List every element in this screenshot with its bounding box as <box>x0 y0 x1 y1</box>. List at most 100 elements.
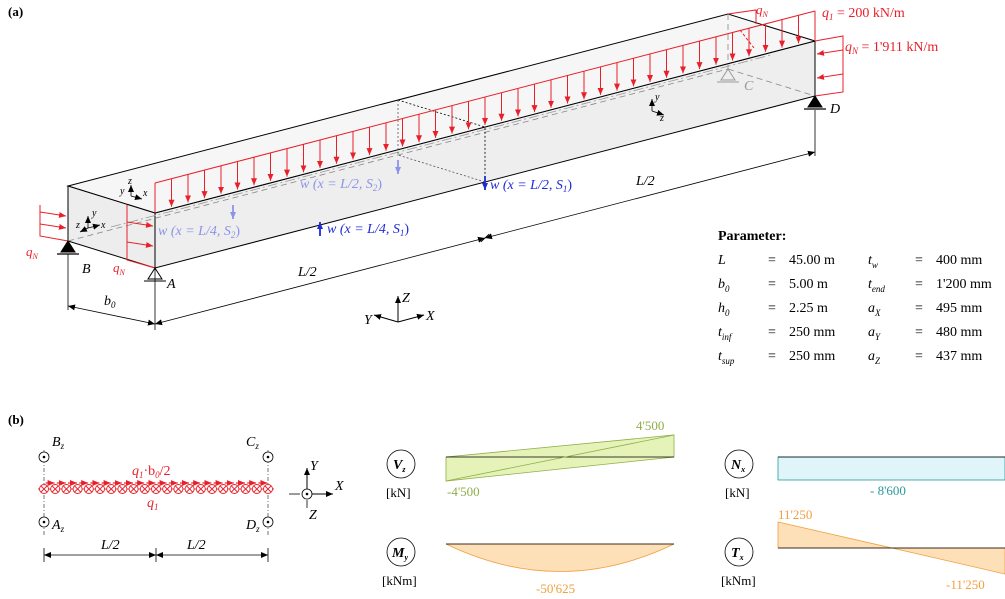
local-y-label-2: y <box>91 208 97 219</box>
param-equals: = <box>915 325 923 340</box>
param-symbol: tinf <box>718 325 733 342</box>
local-z-label-2: z <box>75 220 80 231</box>
Vz-max: 4'500 <box>636 418 664 433</box>
param-equals: = <box>768 301 776 316</box>
param-symbol: tsup <box>718 349 735 366</box>
Nx-symbol-circle <box>724 449 754 479</box>
beam-y-label: Y <box>310 459 320 474</box>
dimension-lines <box>67 110 816 330</box>
Tx-max: 11'250 <box>778 507 812 522</box>
span-label-2: L/2 <box>186 538 206 553</box>
beam-torsion-load <box>39 480 273 494</box>
qN-load-left <box>39 205 156 269</box>
panel-a-label: (a) <box>8 4 23 19</box>
param-value: 250 mm <box>789 349 835 364</box>
param-equals: = <box>768 325 776 340</box>
diagram-My: My [kNm] -50'625 <box>382 537 675 596</box>
parameter-title: Parameter: <box>718 229 786 244</box>
diagram-Tx: Tx [kNm] 11'250 -11'250 <box>721 507 1005 592</box>
w-mid-s2-label: w (x = L/2, S2) <box>300 177 382 193</box>
qN-label-top: qN <box>756 2 769 19</box>
load-bottom-label: q1 <box>147 496 159 512</box>
param-symbol: aY <box>868 325 881 342</box>
global-z-label: Z <box>402 291 410 306</box>
param-value: 495 mm <box>936 301 982 316</box>
Bz-label: Bz <box>52 435 65 451</box>
panel-b-label: (b) <box>8 412 24 427</box>
Tx-min: -11'250 <box>946 577 985 592</box>
param-symbol: b0 <box>718 277 730 294</box>
param-equals: = <box>915 277 923 292</box>
Nx-unit: [kN] <box>725 485 750 500</box>
param-symbol: tend <box>868 277 885 294</box>
parameter-table: L = 45.00 m b0 = 5.00 m h0 = 2.25 m tinf = 250 mm ts… <box>717 253 992 366</box>
qN-label-B: qN <box>26 244 39 261</box>
Tx-unit: [kNm] <box>721 573 756 588</box>
qN-load-right <box>727 9 844 97</box>
param-value: 45.00 m <box>789 253 835 268</box>
param-symbol: tw <box>868 253 878 270</box>
span-label-1: L/2 <box>100 538 120 553</box>
beam-model <box>38 450 274 537</box>
global-axes <box>373 296 425 323</box>
param-equals: = <box>915 349 923 364</box>
Az-label: Az <box>51 518 65 534</box>
Tx-symbol: Tx <box>731 546 744 562</box>
param-value: 2.25 m <box>789 301 828 316</box>
My-symbol: My <box>391 546 408 562</box>
param-symbol: h0 <box>718 301 730 318</box>
Nx-value: - 8'600 <box>870 483 906 498</box>
Vz-min: -4'500 <box>447 484 480 499</box>
Tx-area-positive <box>777 521 893 549</box>
global-x-label: X <box>425 309 435 324</box>
Tx-area-negative <box>891 547 1005 575</box>
My-min: -50'625 <box>536 581 575 596</box>
qN-label-right: qN = 1'911 kN/m <box>845 40 938 56</box>
param-equals: = <box>768 349 776 364</box>
local-z-label-1: z <box>127 176 132 187</box>
My-symbol-circle <box>386 537 416 567</box>
local-y-label-1: y <box>119 186 125 197</box>
local-x-label-2: x <box>100 220 106 231</box>
local-z-label-3: z <box>659 113 664 124</box>
local-x-label-1: x <box>142 188 148 199</box>
param-symbol: aX <box>868 301 881 318</box>
local-y-label-3: y <box>654 92 660 103</box>
param-value: 1'200 mm <box>936 277 992 292</box>
width-label: b0 <box>104 294 116 310</box>
param-value: 437 mm <box>936 349 982 364</box>
w-mid-s1-label: w (x = L/2, S1) <box>490 178 572 194</box>
panel-b-axes <box>289 468 333 508</box>
qN-label-A: qN <box>113 260 126 277</box>
My-area <box>445 543 675 572</box>
half-span-label-1: L/2 <box>297 265 317 280</box>
param-equals: = <box>768 277 776 292</box>
Vz-unit: [kN] <box>386 485 411 500</box>
param-equals: = <box>915 253 923 268</box>
beam-x-label: X <box>334 479 344 494</box>
support-A-label: A <box>166 277 176 292</box>
param-value: 400 mm <box>936 253 982 268</box>
param-equals: = <box>915 301 923 316</box>
Nx-symbol: Nx <box>730 458 745 474</box>
w-qtr-s2-label: w (x = L/4, S2) <box>158 224 240 240</box>
param-symbol: aZ <box>868 349 881 366</box>
param-symbol: L <box>717 253 726 268</box>
support-C <box>717 68 739 83</box>
diagram-Vz: Vz [kN] 4'500 -4'500 <box>386 418 675 500</box>
Tx-symbol-circle <box>724 537 754 567</box>
beam-z-label: Z <box>309 508 317 523</box>
diagram-Nx: Nx [kN] - 8'600 <box>724 449 1005 500</box>
support-B-label: B <box>82 262 91 277</box>
Vz-symbol-circle <box>386 449 416 479</box>
support-C-label: C <box>744 79 754 94</box>
Nx-area <box>777 456 1005 481</box>
Dz-label: Dz <box>245 518 260 534</box>
load-top-label: q1·b0/2 <box>132 464 171 480</box>
half-span-label-2: L/2 <box>635 174 655 189</box>
My-unit: [kNm] <box>382 573 417 588</box>
support-D-label: D <box>829 102 840 117</box>
param-value: 250 mm <box>789 325 835 340</box>
beam-dimension <box>43 548 269 562</box>
